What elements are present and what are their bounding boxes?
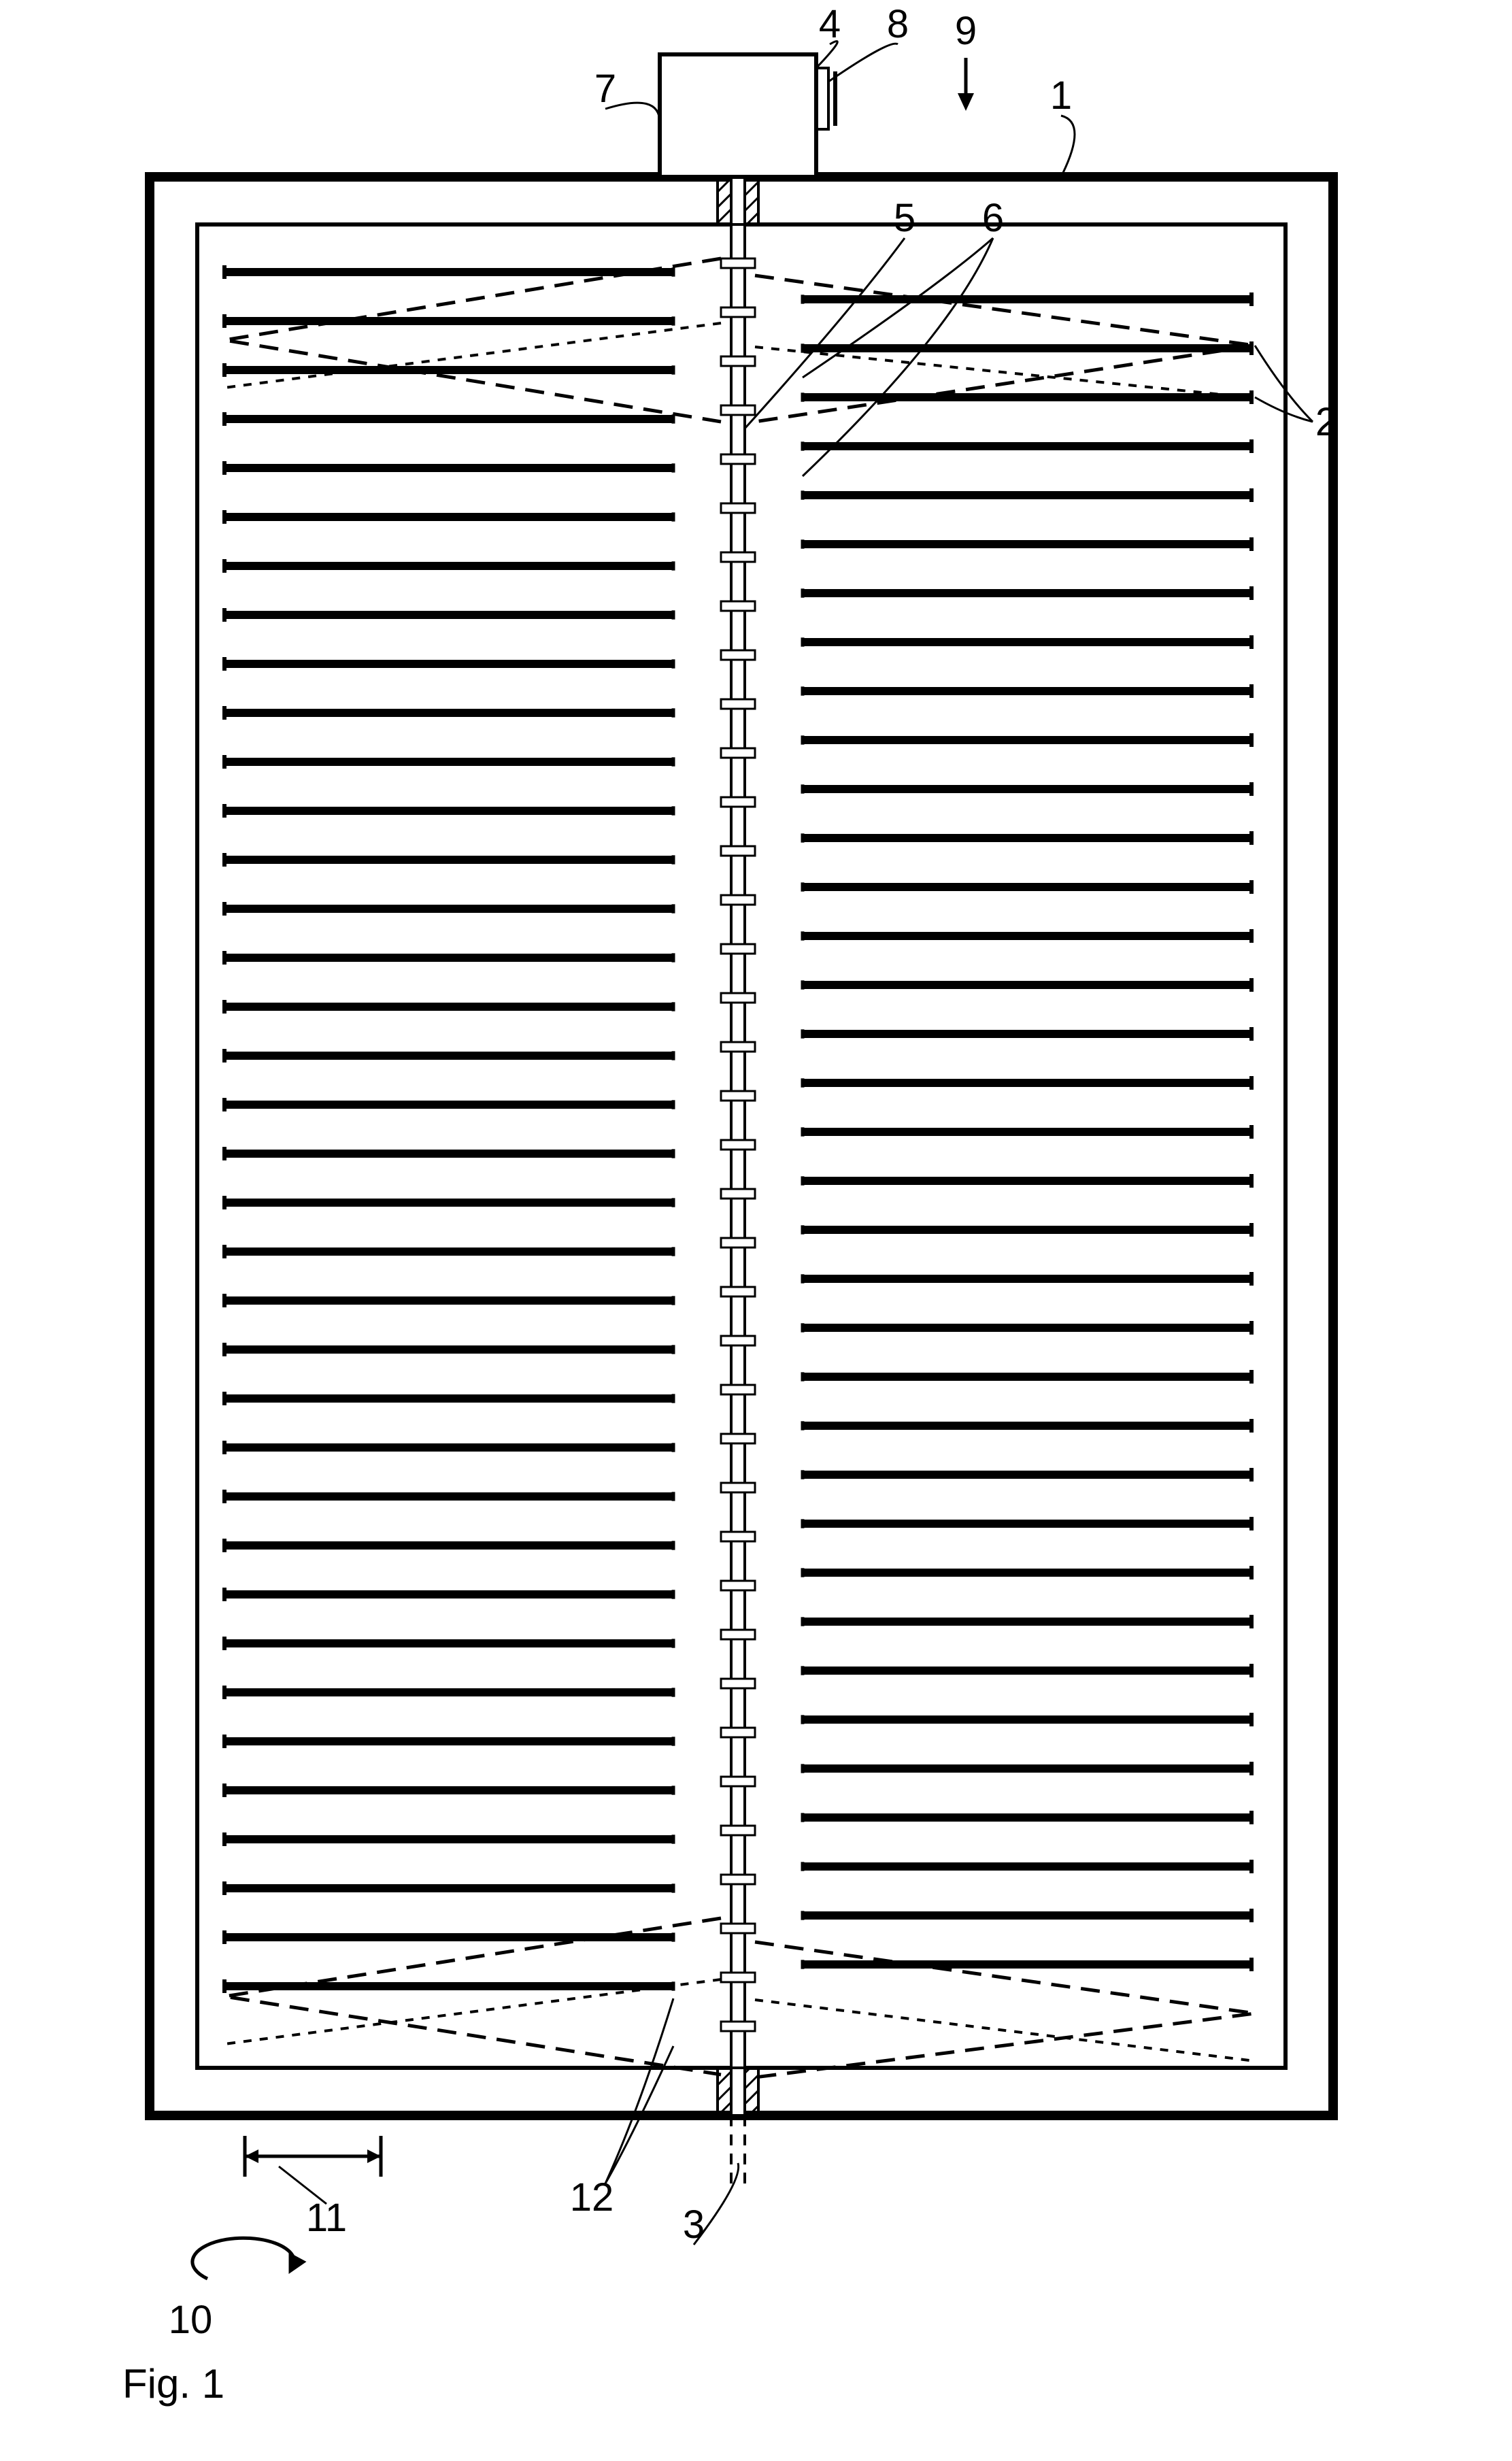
svg-text:11: 11 (306, 2196, 347, 2240)
technical-diagram: 1 7 4 8 9 5 6 2 12 3 11 10 (0, 0, 1512, 2461)
svg-text:6: 6 (982, 196, 1004, 240)
svg-text:4: 4 (819, 2, 841, 46)
svg-text:3: 3 (683, 2203, 705, 2247)
svg-text:8: 8 (887, 2, 909, 46)
svg-text:2: 2 (1315, 400, 1337, 444)
svg-text:12: 12 (570, 2175, 614, 2220)
svg-text:9: 9 (955, 9, 977, 53)
svg-text:7: 7 (594, 67, 616, 111)
svg-text:1: 1 (1050, 73, 1072, 118)
svg-text:10: 10 (169, 2298, 213, 2342)
svg-text:5: 5 (894, 196, 915, 240)
figure-label: Fig. 1 (122, 2360, 224, 2407)
